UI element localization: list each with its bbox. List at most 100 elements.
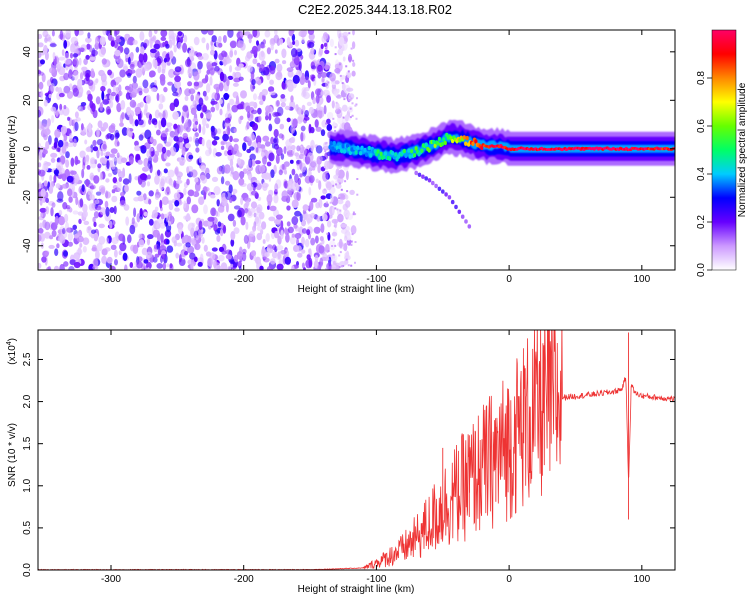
noise-blob <box>301 249 306 254</box>
noise-blob <box>229 98 235 106</box>
noise-blob <box>207 216 215 222</box>
noise-blob <box>38 162 42 168</box>
noise-blob <box>131 88 138 95</box>
noise-blob <box>245 221 249 230</box>
signal-cell <box>471 141 475 146</box>
noise-blob <box>274 58 280 64</box>
noise-speck <box>350 47 353 50</box>
noise-blob <box>132 75 137 84</box>
noise-blob <box>96 242 103 252</box>
noise-blob <box>298 61 302 71</box>
noise-blob <box>197 55 204 61</box>
noise-blob <box>120 192 125 197</box>
noise-blob <box>163 168 168 174</box>
noise-blob <box>275 217 282 226</box>
noise-blob <box>271 231 275 240</box>
noise-blob <box>51 30 55 37</box>
noise-blob <box>232 188 238 194</box>
noise-blob <box>38 142 42 148</box>
noise-blob <box>187 189 195 197</box>
noise-blob <box>131 82 138 90</box>
snr-y-ticks: 0.0 0.5 1.0 1.5 2.0 2.5 <box>22 352 675 577</box>
noise-blob <box>87 188 93 196</box>
noise-blob <box>148 155 153 165</box>
noise-blob <box>342 56 346 62</box>
branch-cell <box>417 172 422 177</box>
branch-cell <box>424 176 429 181</box>
noise-blob <box>51 202 56 208</box>
noise-blob <box>95 191 102 196</box>
noise-blob <box>196 104 202 112</box>
noise-blob <box>114 49 121 57</box>
noise-blob <box>109 207 115 213</box>
noise-blob <box>167 81 174 86</box>
noise-blob <box>139 110 143 119</box>
noise-blob <box>301 262 305 269</box>
noise-blob <box>129 114 134 125</box>
noise-blob <box>57 61 62 69</box>
noise-speck <box>354 261 356 264</box>
noise-blob <box>259 164 266 173</box>
noise-blob <box>70 157 75 167</box>
signal-cell <box>363 147 367 153</box>
signal-cell <box>388 156 392 161</box>
signal-cell <box>414 146 418 151</box>
noise-blob <box>275 252 283 261</box>
noise-blob <box>83 220 90 226</box>
noise-blob <box>81 123 84 131</box>
noise-blob <box>62 106 70 117</box>
noise-blob <box>160 255 163 264</box>
noise-blob <box>209 76 213 86</box>
noise-blob <box>139 31 145 41</box>
noise-blob <box>97 163 102 169</box>
noise-blob <box>148 190 154 197</box>
snr-panel: -300 -200 -100 0 100 0.0 0.5 1.0 1.5 2.0 2.5 Heig… <box>6 329 676 595</box>
noise-blob <box>268 86 275 93</box>
noise-blob <box>93 232 99 242</box>
noise-blob <box>211 35 217 43</box>
noise-blob <box>230 238 235 247</box>
branch-cell <box>457 209 462 214</box>
noise-blob <box>59 263 65 270</box>
noise-blob <box>54 128 61 138</box>
noise-blob <box>169 263 173 269</box>
noise-blob <box>232 138 239 143</box>
noise-blob <box>154 59 158 70</box>
noise-speck <box>347 264 350 267</box>
noise-speck <box>339 74 342 77</box>
noise-blob <box>74 111 79 119</box>
colorbar-tick-label: 0.4 <box>696 167 707 181</box>
noise-blob <box>225 254 232 260</box>
noise-blob <box>237 40 245 48</box>
signal-cell <box>402 148 406 154</box>
signal-cell <box>408 154 412 159</box>
noise-blob <box>185 242 191 248</box>
noise-blob <box>286 205 291 211</box>
noise-blob <box>209 67 215 76</box>
noise-speck <box>325 211 328 214</box>
noise-blob <box>262 94 266 102</box>
noise-blob <box>247 65 253 73</box>
signal-cell <box>382 154 386 160</box>
noise-speck <box>344 180 347 183</box>
noise-blob <box>102 122 109 130</box>
noise-speck <box>346 242 349 245</box>
signal-cell <box>480 145 484 151</box>
noise-blob <box>321 35 327 43</box>
noise-blob <box>202 220 210 227</box>
spectrogram-ytick-label: 40 <box>22 46 33 58</box>
noise-blob <box>179 161 185 166</box>
noise-blob <box>322 171 329 182</box>
noise-blob <box>188 154 194 160</box>
signal-cell <box>354 150 358 155</box>
noise-blob <box>119 242 127 252</box>
signal-cell <box>442 137 446 142</box>
noise-blob <box>159 222 166 229</box>
noise-blob <box>270 169 275 179</box>
snr-plot-area <box>38 330 675 570</box>
noise-blob <box>91 49 98 57</box>
noise-blob <box>225 202 229 213</box>
noise-blob <box>165 176 172 184</box>
spectrogram-y-ticks: -40 -20 0 20 40 <box>22 46 675 253</box>
noise-blob <box>308 257 313 268</box>
